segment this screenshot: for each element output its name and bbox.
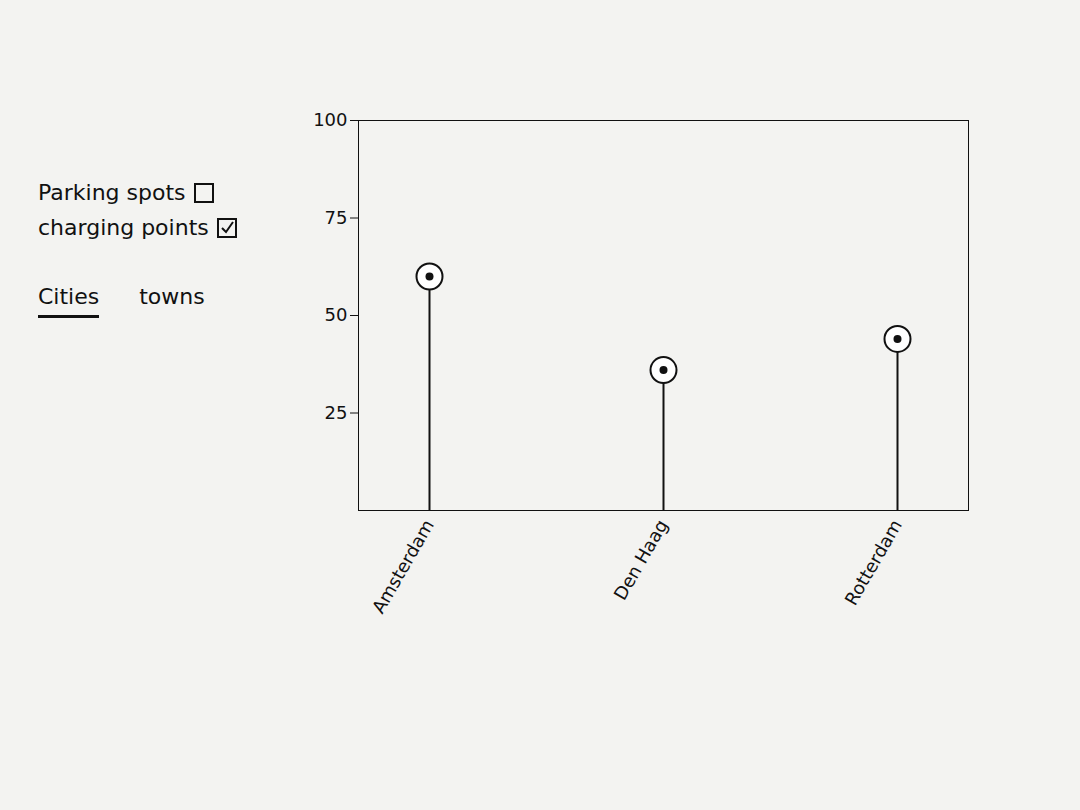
- svg-text:50: 50: [325, 304, 348, 325]
- html-text:towns: towns: [139, 284, 205, 309]
- svg-text:75: 75: [325, 207, 348, 228]
- html-text:Cities: Cities: [38, 284, 100, 309]
- svg-text:Rotterdam: Rotterdam: [840, 516, 906, 609]
- svg-text:25: 25: [325, 402, 348, 423]
- svg-text:100: 100: [313, 109, 347, 130]
- svg-text:Den Haag: Den Haag: [609, 516, 672, 604]
- html-text:Parking spots: Parking spots: [38, 180, 186, 205]
- html-text:charging points: charging points: [38, 215, 209, 240]
- svg-text:Amsterdam: Amsterdam: [368, 516, 438, 617]
